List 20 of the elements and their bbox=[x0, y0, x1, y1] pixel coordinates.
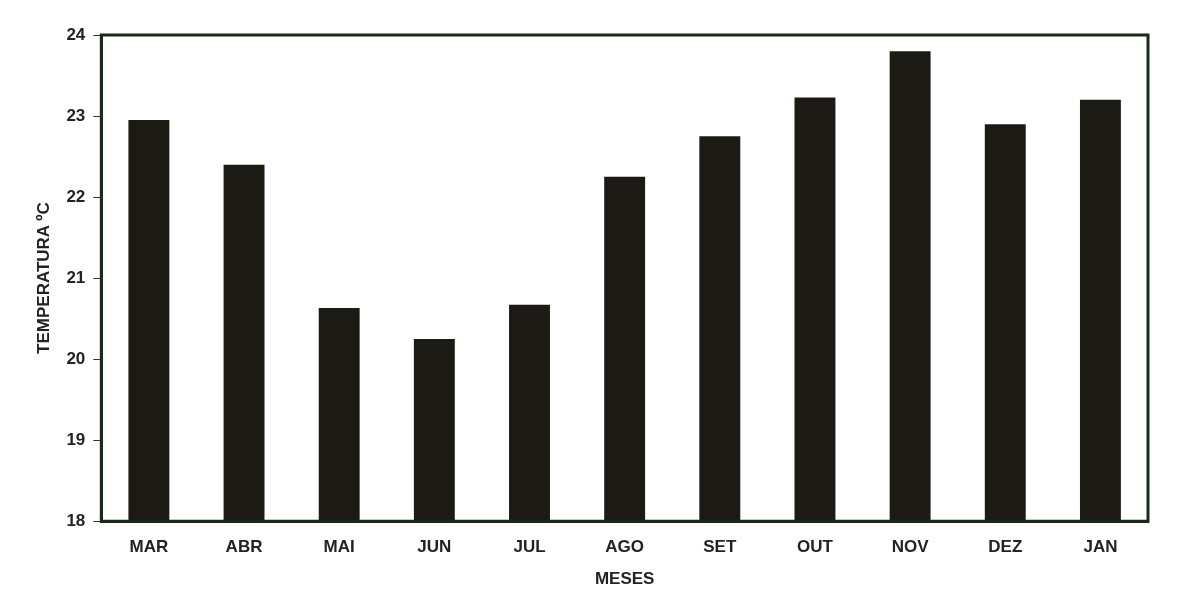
y-tick-label: 24 bbox=[66, 24, 86, 44]
y-tick-label: 21 bbox=[66, 267, 86, 287]
x-tick-label: OUT bbox=[797, 537, 834, 557]
x-tick-label: MAR bbox=[129, 537, 169, 557]
x-tick-label: NOV bbox=[891, 537, 930, 557]
x-tick-label: JUN bbox=[417, 537, 452, 557]
y-tick-label: 18 bbox=[66, 510, 86, 530]
x-tick-label: MAI bbox=[323, 537, 355, 557]
x-tick-label: DEZ bbox=[988, 537, 1023, 557]
y-tick-label: 20 bbox=[66, 348, 86, 368]
y-axis-title: TEMPERATURA ºC bbox=[33, 202, 53, 354]
y-tick-label: 19 bbox=[66, 429, 86, 449]
x-tick-label: AGO bbox=[605, 537, 645, 557]
y-tick-label: 23 bbox=[66, 105, 86, 125]
x-axis-title: MESES bbox=[594, 569, 655, 589]
x-tick-label: JAN bbox=[1083, 537, 1118, 557]
x-tick-label: JUL bbox=[513, 537, 546, 557]
x-tick-label: SET bbox=[703, 537, 737, 557]
x-tick-label: ABR bbox=[225, 537, 263, 557]
y-tick-label: 22 bbox=[66, 186, 86, 206]
